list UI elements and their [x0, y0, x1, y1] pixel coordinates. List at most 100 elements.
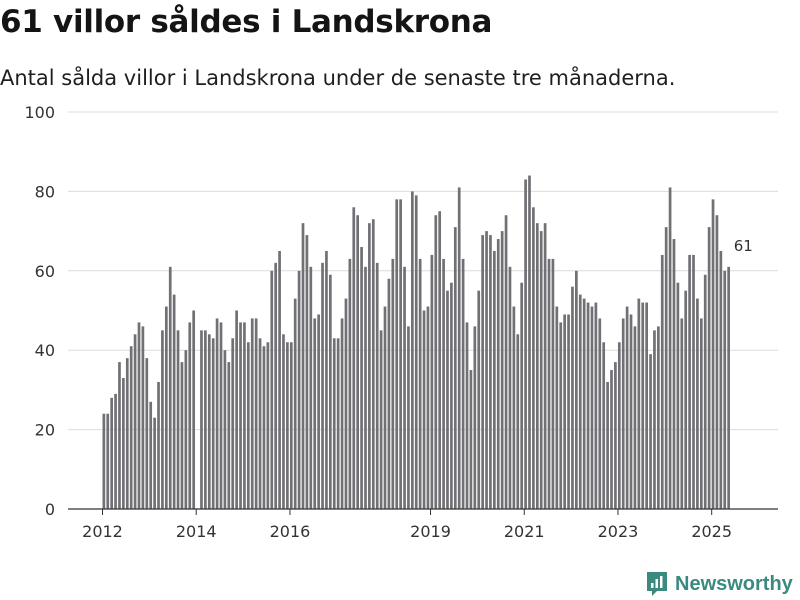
x-tick-label: 2016: [270, 522, 311, 541]
bar: [317, 314, 320, 509]
bar: [434, 215, 438, 509]
bar: [520, 282, 524, 509]
bar: [364, 266, 367, 509]
bar: [387, 278, 391, 509]
y-tick-label: 20: [35, 421, 55, 440]
bar: [477, 290, 481, 509]
bar: [578, 294, 582, 509]
bar: [532, 207, 535, 509]
bar: [539, 231, 543, 509]
bar: [180, 362, 184, 509]
bar: [270, 270, 274, 509]
bar: [493, 250, 496, 509]
bar: [321, 262, 324, 509]
bar: [457, 187, 461, 509]
brand-name: Newsworthy: [675, 572, 793, 595]
bar: [660, 254, 664, 509]
bar: [106, 413, 110, 509]
data-labels: 61: [734, 237, 753, 255]
bar: [250, 318, 254, 509]
bar: [204, 330, 207, 509]
bar: [243, 322, 246, 509]
bar: [446, 290, 449, 509]
bar: [703, 274, 707, 509]
bar: [371, 219, 375, 509]
x-tick-label: 2019: [410, 522, 451, 541]
bar: [629, 314, 633, 509]
bar: [141, 326, 145, 509]
bar: [617, 342, 621, 509]
bar: [516, 334, 520, 509]
bar: [332, 338, 336, 509]
bar: [727, 266, 730, 509]
bar: [297, 270, 301, 509]
bar: [227, 362, 231, 509]
bar: [188, 322, 192, 509]
bar: [266, 342, 270, 509]
bar: [375, 262, 379, 509]
bar: [719, 250, 723, 509]
bar: [453, 227, 457, 509]
bar: [129, 346, 133, 509]
bar: [692, 254, 695, 509]
bar: [211, 338, 215, 509]
bar: [489, 235, 492, 509]
bar: [379, 330, 383, 509]
bar: [344, 298, 348, 509]
bar: [645, 302, 648, 509]
bar: [403, 266, 406, 509]
bar: [348, 258, 352, 509]
bar: [676, 282, 680, 509]
bar: [313, 318, 317, 509]
bar: [223, 350, 227, 509]
bar: [606, 381, 609, 509]
bar: [551, 258, 555, 509]
bar: [164, 306, 168, 509]
bar: [192, 310, 196, 509]
bar: [200, 330, 203, 509]
bar: [508, 266, 512, 509]
bar: [293, 298, 297, 509]
bar: [465, 322, 469, 509]
bar: [649, 354, 652, 509]
bar: [571, 286, 574, 509]
bar: [625, 306, 629, 509]
brand-logo[interactable]: Newsworthy: [645, 570, 793, 598]
bar: [414, 195, 418, 509]
bar: [664, 227, 668, 509]
bar: [582, 298, 586, 509]
bar: [469, 370, 473, 509]
bar: [555, 306, 559, 509]
bar: [602, 342, 606, 509]
bar: [301, 223, 305, 509]
bar: [340, 318, 344, 509]
bar: [723, 270, 727, 509]
bar: [500, 231, 504, 509]
bar: [114, 393, 117, 509]
bar: [161, 330, 164, 509]
data-label-latest: 61: [734, 237, 753, 255]
bar: [496, 239, 500, 510]
bar: [360, 246, 363, 510]
x-tick-label: 2021: [504, 522, 545, 541]
x-axis-ticks: 2012 2014 2016 2019 2021 2023 2025: [82, 509, 732, 541]
bar: [153, 417, 156, 509]
x-tick-label: 2023: [598, 522, 639, 541]
bar: [598, 318, 602, 509]
chart-title: 61 villor såldes i Landskrona: [0, 4, 493, 40]
bar: [535, 223, 539, 509]
bar: [395, 199, 399, 509]
bar: [688, 254, 691, 509]
bar: [184, 350, 188, 509]
bar: [715, 215, 719, 509]
bar: [657, 326, 660, 509]
x-tick-label: 2025: [691, 522, 732, 541]
bar: [336, 338, 340, 509]
bar: [680, 318, 684, 509]
bar: [422, 310, 426, 509]
bar: [145, 358, 149, 509]
y-tick-label: 40: [35, 341, 55, 360]
bar: [239, 322, 242, 509]
bar: [450, 282, 453, 509]
